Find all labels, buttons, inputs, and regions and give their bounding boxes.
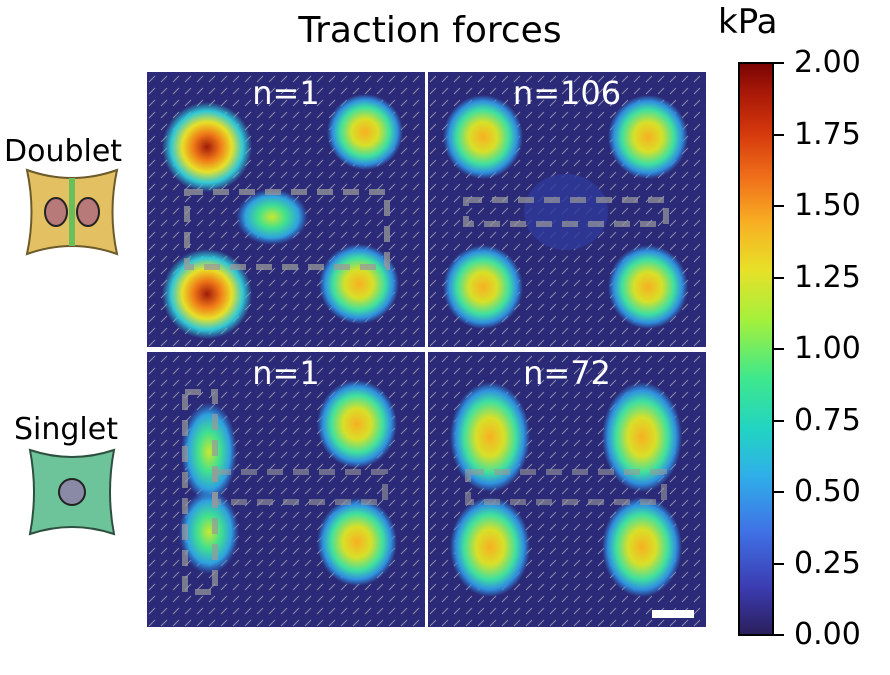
colorbar-tick: [774, 205, 784, 207]
colorbar-tick: [774, 562, 784, 565]
colorbar-tick-label: 0.50: [794, 474, 861, 509]
colorbar: [738, 62, 774, 636]
traction-map-doublet-single: [147, 72, 425, 347]
colorbar-tick: [774, 491, 784, 493]
colorbar-tick-label: 1.75: [794, 116, 861, 152]
traction-map-singlet-average: [428, 352, 706, 627]
colorbar-tick-label: 1.25: [794, 259, 861, 295]
n-label: n=106: [512, 74, 622, 112]
scale-bar: [652, 610, 694, 618]
panel-singlet-average: n=72: [428, 352, 706, 627]
figure-title: Traction forces: [298, 10, 562, 51]
n-label: n=1: [252, 354, 320, 392]
colorbar-unit: kPa: [718, 2, 778, 42]
colorbar-tick: [774, 419, 784, 422]
colorbar-tick-label: 0.75: [794, 402, 861, 438]
row-label-singlet: Singlet: [14, 412, 118, 447]
colorbar-tick-label: 0.25: [794, 545, 861, 581]
colorbar-tick-label: 1.00: [794, 331, 861, 366]
colorbar-tick: [774, 276, 784, 279]
doublet-cell-icon: [25, 168, 119, 256]
colorbar-tick: [774, 133, 784, 136]
traction-map-singlet-single: [147, 352, 425, 627]
colorbar-tick-label: 0.00: [794, 617, 861, 652]
n-label: n=1: [252, 74, 320, 112]
colorbar-tick: [774, 62, 784, 64]
colorbar-tick-label: 1.50: [794, 188, 861, 223]
singlet-cell-icon: [28, 448, 116, 536]
n-label: n=72: [523, 354, 611, 392]
traction-map-doublet-average: [428, 72, 706, 347]
panel-doublet-average: n=106: [428, 72, 706, 347]
colorbar-tick: [774, 634, 784, 636]
panel-singlet-single: n=1: [147, 352, 425, 627]
panel-doublet-single: n=1: [147, 72, 425, 347]
colorbar-tick-label: 2.00: [794, 45, 861, 80]
colorbar-tick: [774, 348, 784, 350]
row-label-doublet: Doublet: [4, 134, 123, 169]
